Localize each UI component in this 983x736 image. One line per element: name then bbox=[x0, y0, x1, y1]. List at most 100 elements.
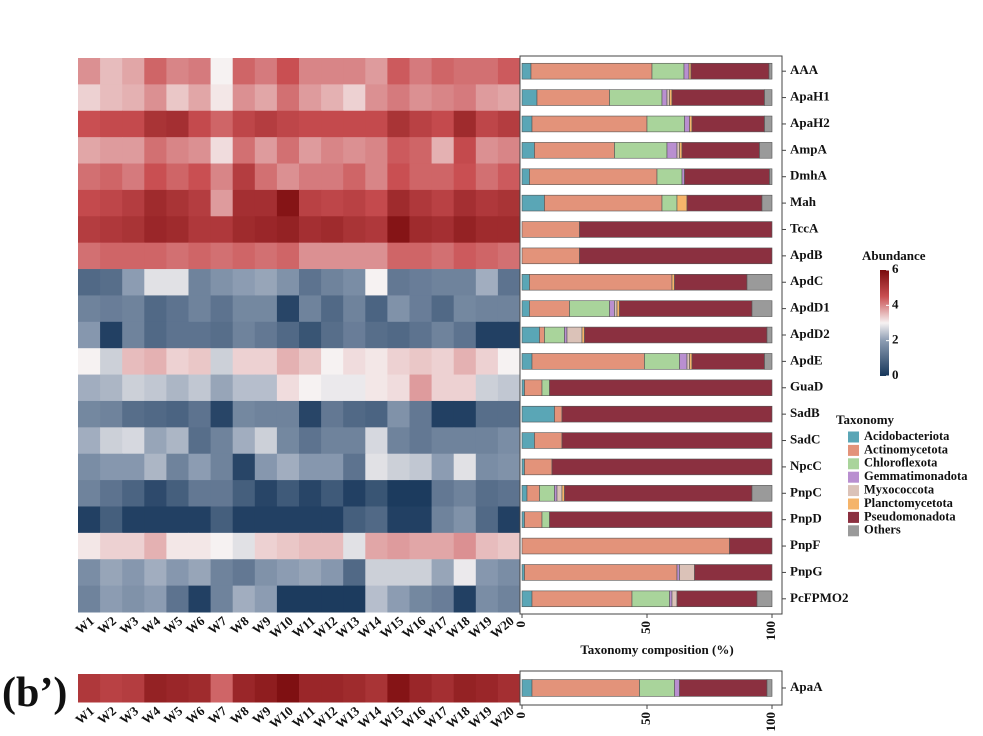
heat-cell bbox=[188, 269, 212, 296]
heat-cell bbox=[497, 453, 521, 481]
heat-cell bbox=[166, 453, 189, 481]
heat-cell bbox=[188, 532, 212, 560]
bar-segment bbox=[609, 300, 615, 317]
bar-segment bbox=[531, 115, 648, 133]
row-label: AAA bbox=[790, 62, 819, 77]
bar-segment bbox=[691, 115, 765, 133]
colorbar-title: Abundance bbox=[862, 248, 926, 263]
heat-cell bbox=[232, 321, 256, 349]
heat-cell bbox=[122, 348, 145, 376]
bar-segment bbox=[529, 168, 658, 185]
bar-segment bbox=[554, 485, 558, 502]
bar-segment bbox=[531, 353, 645, 370]
heat-cell bbox=[365, 506, 388, 534]
heat-cell bbox=[475, 480, 499, 507]
heat-cell bbox=[343, 506, 366, 534]
heat-cell bbox=[232, 84, 256, 112]
heat-cell bbox=[188, 585, 212, 613]
heat-cell bbox=[254, 427, 278, 455]
bar-segment bbox=[646, 115, 685, 133]
heat-cell bbox=[232, 295, 256, 323]
heat-cell bbox=[431, 163, 455, 191]
heat-cell bbox=[188, 453, 212, 481]
heat-cell bbox=[210, 58, 234, 85]
heat-cell bbox=[144, 321, 167, 349]
bar-segment bbox=[544, 326, 565, 344]
bar-segment bbox=[614, 142, 668, 159]
colorbar-tick-label: 6 bbox=[892, 261, 899, 276]
bar-segment bbox=[521, 564, 525, 581]
heat-cell bbox=[431, 348, 455, 376]
heat-cell bbox=[343, 532, 366, 560]
bar-segment bbox=[521, 326, 540, 344]
bar-segment bbox=[584, 326, 768, 344]
heat-cell bbox=[100, 427, 123, 455]
heat-cell bbox=[431, 559, 455, 587]
bar-segment bbox=[661, 194, 678, 212]
heat-cell bbox=[100, 58, 123, 85]
bar-segment bbox=[644, 353, 680, 370]
row-label: PnpC bbox=[790, 484, 822, 499]
colorbar bbox=[880, 270, 889, 376]
bar-segment bbox=[679, 564, 695, 581]
bar-segment bbox=[690, 62, 770, 80]
heat-cell bbox=[431, 532, 455, 560]
heat-cell bbox=[299, 137, 322, 165]
row-label: PnpF bbox=[790, 537, 820, 552]
legend-swatch bbox=[848, 431, 859, 443]
bar-segment bbox=[529, 300, 570, 317]
heat-cell bbox=[409, 216, 433, 244]
heat-cell bbox=[188, 427, 212, 455]
heat-cell bbox=[343, 400, 366, 428]
heat-cell bbox=[100, 374, 123, 402]
heat-cell bbox=[431, 480, 455, 507]
heat-cell bbox=[475, 348, 499, 376]
heat-cell bbox=[78, 532, 101, 560]
row-label: ApdD1 bbox=[790, 300, 830, 315]
heat-cell bbox=[144, 163, 167, 191]
bar-segment bbox=[529, 274, 673, 291]
x-tick-label: 50 bbox=[638, 621, 653, 634]
heat-cell bbox=[299, 295, 322, 323]
bar-segment bbox=[521, 89, 538, 106]
bar-segment bbox=[676, 194, 688, 212]
heat-cell bbox=[144, 532, 167, 560]
heat-cell bbox=[321, 374, 344, 402]
heat-cell bbox=[431, 242, 455, 270]
heat-cell bbox=[100, 295, 123, 323]
row-label: SadB bbox=[790, 405, 820, 420]
bar-segment bbox=[561, 405, 773, 423]
row-label: ApdE bbox=[790, 352, 823, 367]
heat-cell bbox=[210, 453, 234, 481]
heat-cell bbox=[299, 58, 322, 85]
heat-cell bbox=[409, 110, 433, 138]
heat-cell bbox=[254, 110, 278, 138]
heat-cell bbox=[343, 242, 366, 270]
heat-cell bbox=[210, 400, 234, 428]
heat-cell bbox=[144, 295, 167, 323]
bar-segment bbox=[521, 142, 535, 159]
bar-segment bbox=[766, 679, 773, 697]
heat-cell bbox=[365, 137, 388, 165]
heat-cell bbox=[387, 506, 410, 534]
heat-cell bbox=[188, 400, 212, 428]
bar-segment bbox=[566, 326, 583, 344]
heat-cell bbox=[144, 480, 167, 507]
heat-cell bbox=[387, 58, 410, 85]
legend-swatch bbox=[848, 444, 859, 456]
x-tick-label: 0 bbox=[513, 712, 528, 719]
heat-cell bbox=[276, 321, 300, 349]
bar-segment bbox=[751, 300, 773, 317]
heat-cell bbox=[254, 58, 278, 85]
x-tick-label: W1 bbox=[72, 703, 97, 727]
bar-segment bbox=[679, 142, 683, 159]
heat-cell bbox=[276, 480, 300, 507]
heat-cell bbox=[78, 163, 101, 191]
heat-cell bbox=[122, 427, 145, 455]
heat-cell bbox=[453, 348, 477, 376]
heat-cell bbox=[188, 559, 212, 587]
heat-cell bbox=[254, 674, 278, 703]
heat-cell bbox=[453, 559, 477, 587]
bar-segment bbox=[530, 62, 653, 80]
heat-cell bbox=[431, 321, 455, 349]
